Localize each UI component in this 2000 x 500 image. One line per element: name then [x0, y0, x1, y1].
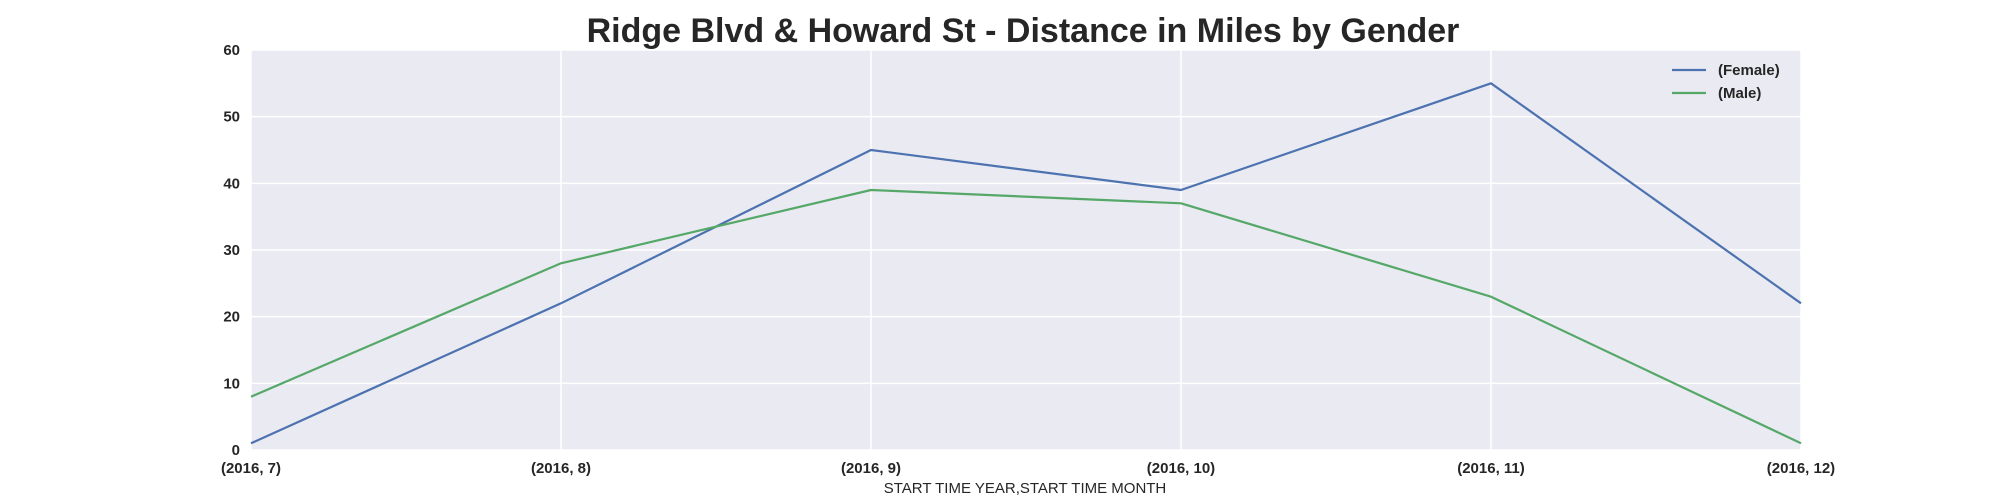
y-tick-label: 60	[223, 42, 240, 59]
legend-label-female: (Female)	[1718, 62, 1780, 79]
x-tick-label: (2016, 7)	[221, 460, 281, 477]
chart-title: Ridge Blvd & Howard St - Distance in Mil…	[587, 12, 1460, 50]
x-tick-label: (2016, 8)	[531, 460, 591, 477]
y-tick-label: 40	[223, 175, 240, 192]
grid-lines	[250, 49, 1802, 451]
y-axis-ticks: 0 10 20 30 40 50 60	[223, 42, 240, 459]
y-tick-label: 10	[223, 375, 240, 392]
x-tick-label: (2016, 10)	[1147, 460, 1215, 477]
y-tick-label: 0	[232, 442, 240, 459]
y-tick-label: 50	[223, 109, 240, 126]
x-tick-label: (2016, 11)	[1457, 460, 1525, 477]
y-tick-label: 30	[223, 242, 240, 259]
series-line-female	[250, 82, 1802, 445]
x-tick-label: (2016, 12)	[1767, 460, 1835, 477]
x-axis-label: START TIME YEAR,START TIME MONTH	[884, 480, 1167, 497]
legend-label-male: (Male)	[1718, 85, 1761, 102]
x-tick-label: (2016, 9)	[841, 460, 901, 477]
y-tick-label: 20	[223, 309, 240, 326]
series-line-male	[250, 188, 1802, 445]
x-axis-ticks: (2016, 7) (2016, 8) (2016, 9) (2016, 10) (20…	[221, 460, 1835, 477]
legend: (Female) (Male)	[1672, 62, 1780, 102]
series-lines	[250, 82, 1802, 445]
